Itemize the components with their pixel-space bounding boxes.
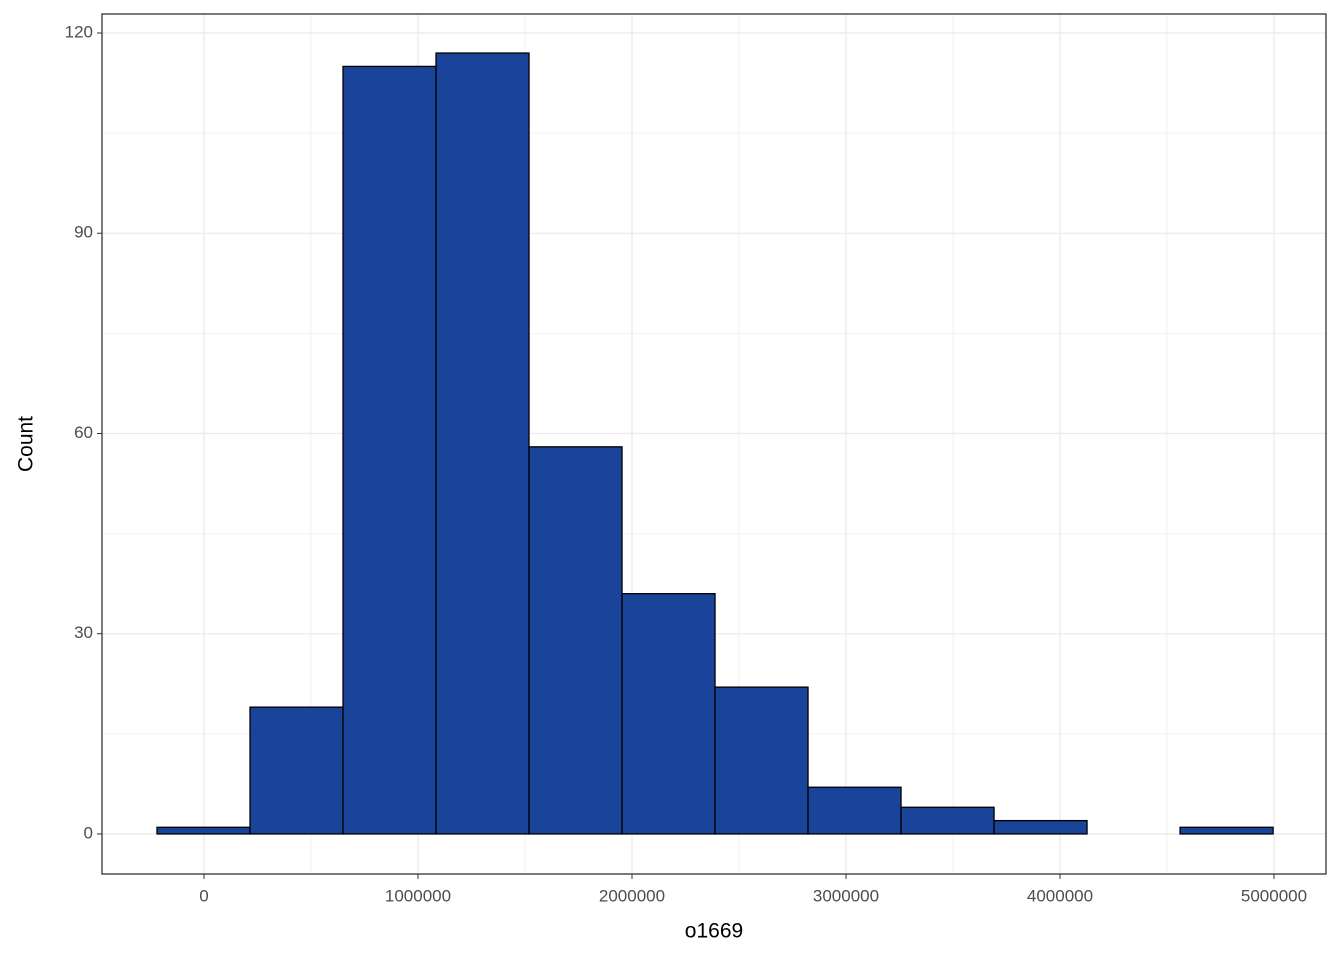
bar [528, 446, 623, 835]
x-tick-label: 2000000 [599, 886, 665, 905]
bar [900, 806, 995, 835]
x-axis-title: o1669 [685, 920, 743, 943]
bar [342, 65, 437, 835]
y-tick-label: 90 [74, 223, 93, 242]
x-tick-label: 4000000 [1027, 886, 1093, 905]
x-tick-label: 0 [199, 886, 208, 905]
y-tick-label: 30 [74, 623, 93, 642]
bar [435, 52, 530, 835]
x-tick-label: 5000000 [1241, 886, 1307, 905]
bar [621, 593, 716, 835]
bar [807, 786, 902, 835]
bar [714, 686, 809, 835]
bar [993, 819, 1088, 835]
y-tick-label: 60 [74, 423, 93, 442]
bar [156, 826, 251, 835]
y-axis-title: Count [15, 416, 38, 472]
panel-border [101, 13, 1327, 875]
x-tick-label: 3000000 [813, 886, 879, 905]
y-tick-label: 0 [84, 823, 93, 842]
bar [1179, 826, 1274, 835]
y-tick-label: 120 [65, 23, 93, 42]
x-tick-label: 1000000 [385, 886, 451, 905]
bar [249, 706, 344, 835]
